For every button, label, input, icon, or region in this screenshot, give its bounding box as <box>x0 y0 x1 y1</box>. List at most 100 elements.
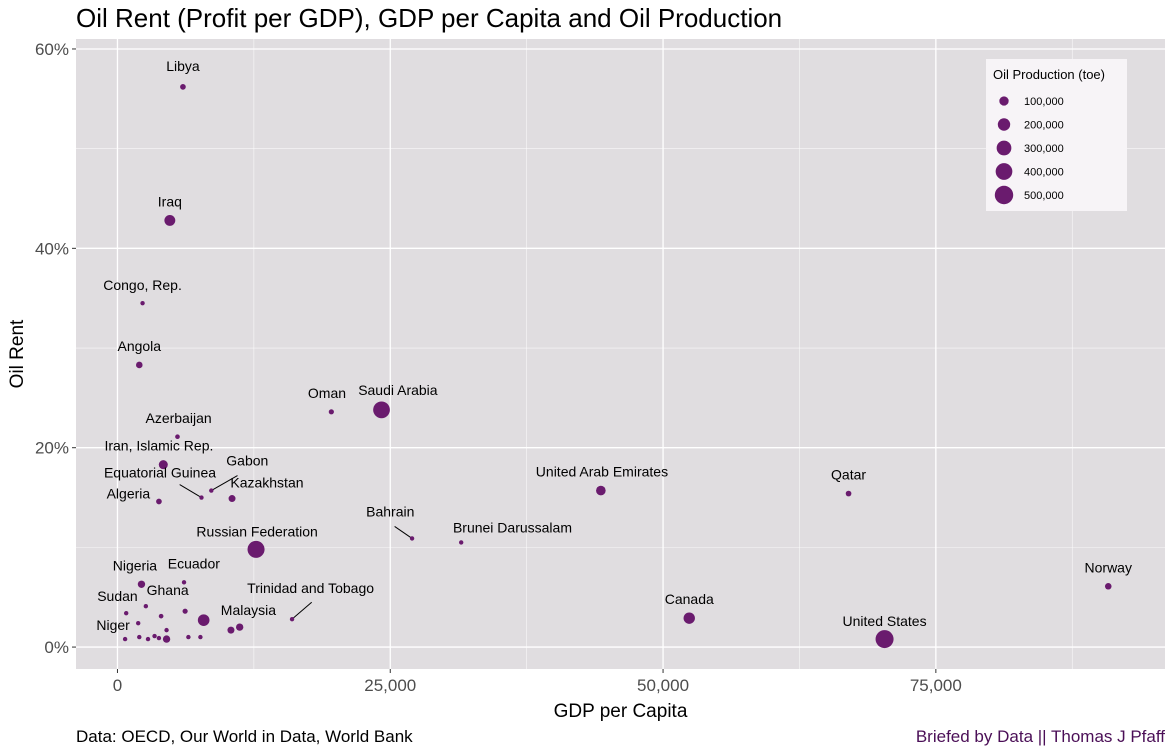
x-tick-label: 75,000 <box>910 676 962 695</box>
y-axis: 0% 20% 40% 60% <box>35 40 76 657</box>
point-label: Trinidad and Tobago <box>247 580 374 596</box>
point-nigeria <box>137 580 146 588</box>
legend-label: 500,000 <box>1024 190 1064 202</box>
legend-label: 200,000 <box>1024 120 1064 132</box>
x-axis: 0 25,000 50,000 75,000 <box>113 669 962 695</box>
point <box>198 634 203 640</box>
point-label: Niger <box>96 617 130 633</box>
point-qatar <box>845 490 852 497</box>
point-label: Iraq <box>158 193 182 209</box>
point-label: Ghana <box>147 582 189 598</box>
point <box>137 634 142 640</box>
legend-key <box>995 163 1013 180</box>
legend-key <box>997 118 1011 131</box>
plot-panel <box>76 39 1165 669</box>
point <box>186 634 191 640</box>
x-tick-label: 50,000 <box>637 676 689 695</box>
point-label: Kazakhstan <box>230 475 303 491</box>
y-tick-label: 40% <box>35 239 69 258</box>
legend-title: Oil Production (toe) <box>993 67 1105 82</box>
point-brunei-darussalam <box>458 540 464 545</box>
legend-box <box>986 59 1127 211</box>
point-norway <box>1104 582 1112 590</box>
size-legend: Oil Production (toe) 100,000 200,000 300,0… <box>986 59 1127 211</box>
point-label: United Arab Emirates <box>536 464 668 480</box>
point-label: Equatorial Guinea <box>104 465 216 481</box>
point-angola <box>136 361 143 369</box>
point-algeria <box>156 498 162 505</box>
leader-lines <box>179 475 413 620</box>
leader-line <box>394 526 413 539</box>
y-tick-label: 0% <box>44 638 69 657</box>
point-saudi-arabia <box>373 401 390 419</box>
legend-key <box>999 96 1009 106</box>
point-label: Canada <box>665 591 714 607</box>
point <box>145 636 151 642</box>
point <box>152 633 157 639</box>
point-iraq <box>164 214 176 226</box>
point-label: Azerbaijan <box>145 410 211 426</box>
leader-line <box>291 601 313 620</box>
point <box>182 608 188 614</box>
point-bahrain <box>409 536 415 541</box>
point <box>156 635 162 641</box>
point <box>135 620 141 626</box>
point-label: Oman <box>308 385 346 401</box>
point <box>162 635 171 643</box>
x-axis-title: GDP per Capita <box>554 701 688 722</box>
point-label: Congo, Rep. <box>103 277 182 293</box>
leader-line <box>211 475 238 492</box>
point-congo-rep <box>140 300 145 306</box>
point-label: United States <box>843 613 927 629</box>
point-label: Qatar <box>831 467 866 483</box>
point-iran-islamic-rep <box>158 460 168 470</box>
point-sudan <box>123 610 129 616</box>
point-label: Nigeria <box>113 557 158 573</box>
point-label: Ecuador <box>168 555 220 571</box>
legend-key <box>996 140 1012 156</box>
point-oman <box>328 409 334 415</box>
point-label: Bahrain <box>366 503 414 519</box>
point-label: Malaysia <box>221 602 276 618</box>
point-niger <box>122 636 128 642</box>
x-tick-label: 25,000 <box>364 676 416 695</box>
legend-label: 100,000 <box>1024 96 1064 108</box>
y-axis-title: Oil Rent <box>7 319 28 388</box>
point-kazakhstan <box>228 495 236 503</box>
point-united-arab-emirates <box>596 485 606 496</box>
point-label: Gabon <box>226 453 268 469</box>
point-label: Iran, Islamic Rep. <box>104 438 213 454</box>
point-ghana <box>143 603 149 609</box>
point-label: Angola <box>117 338 161 354</box>
caption-source: Data: OECD, Our World in Data, World Ban… <box>76 727 413 746</box>
chart-title: Oil Rent (Profit per GDP), GDP per Capit… <box>76 3 782 33</box>
point <box>164 627 169 633</box>
x-tick-label: 0 <box>113 676 122 695</box>
point-label: Libya <box>166 58 200 74</box>
point-label: Russian Federation <box>196 523 317 539</box>
point-malaysia <box>227 626 235 634</box>
legend-label: 300,000 <box>1024 143 1064 155</box>
point-trinidad-and-tobago <box>289 616 295 622</box>
point <box>158 613 164 619</box>
point-label: Norway <box>1085 559 1132 575</box>
leader-line <box>179 484 202 498</box>
point-russian-federation <box>247 540 265 558</box>
point-libya <box>180 84 186 90</box>
legend-label: 400,000 <box>1024 167 1064 179</box>
y-tick-label: 20% <box>35 439 69 458</box>
point <box>197 614 210 626</box>
point-labels: Libya Iraq Congo, Rep. Angola Oman Saudi Arab… <box>96 58 1132 633</box>
point-label: Saudi Arabia <box>358 382 438 398</box>
point-azerbaijan <box>175 434 180 440</box>
y-tick-label: 60% <box>35 40 69 59</box>
caption-credit: Briefed by Data || Thomas J Pfaff <box>916 727 1165 746</box>
point-gabon <box>209 488 214 493</box>
point-ecuador <box>181 580 187 585</box>
point-canada <box>683 612 695 624</box>
point-label: Algeria <box>107 486 151 502</box>
legend-key <box>994 185 1014 205</box>
point <box>236 623 244 631</box>
point-equatorial-guinea <box>199 495 204 500</box>
